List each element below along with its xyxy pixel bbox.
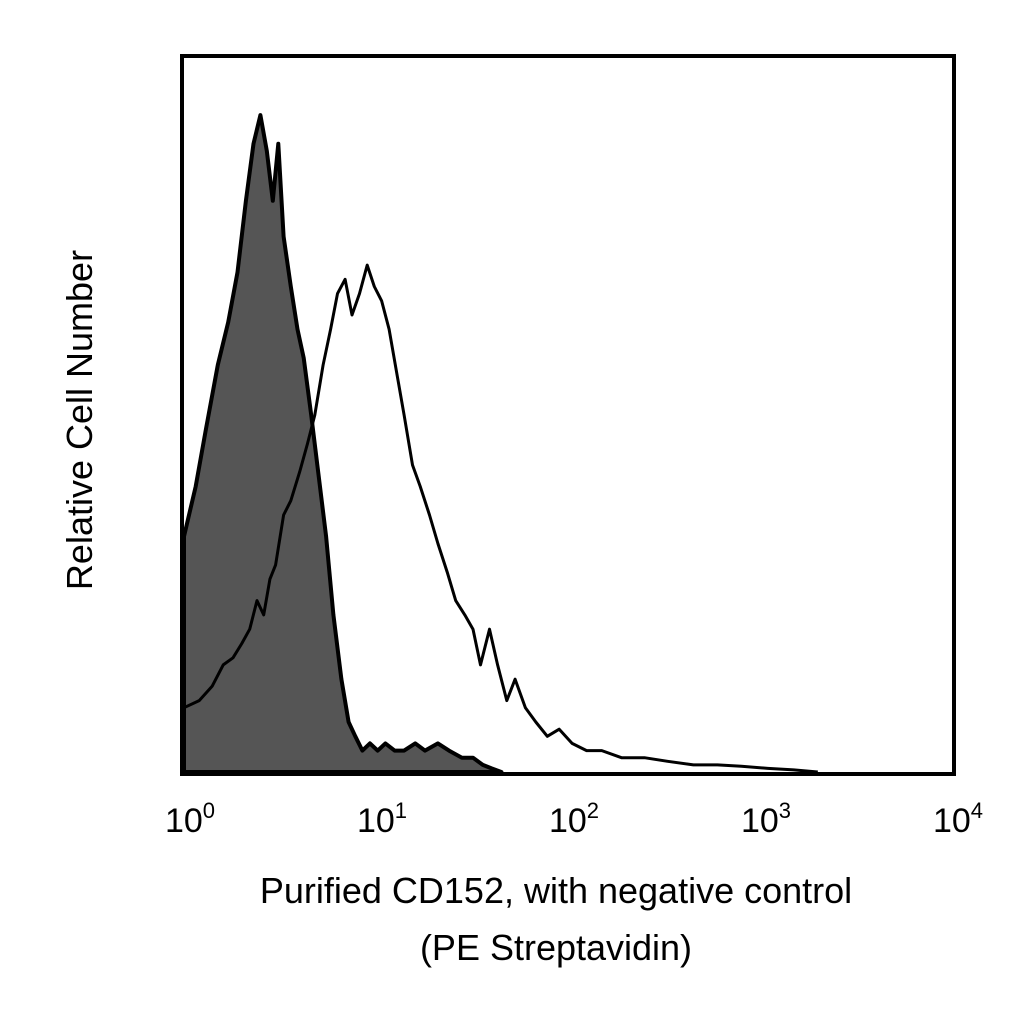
y-axis-title: Relative Cell Number <box>59 250 100 590</box>
plot-frame <box>180 54 956 776</box>
x-tick-label-0: 100 <box>165 798 215 840</box>
series-negative-control <box>182 113 504 774</box>
series-purified-cd152 <box>183 263 818 774</box>
x-tick-label-3: 103 <box>741 798 791 840</box>
x-tick-labels: 100 101 102 103 104 <box>165 798 983 840</box>
x-tick-label-2: 102 <box>549 798 599 840</box>
x-tick-label-4: 104 <box>933 798 983 840</box>
x-tick-label-1: 101 <box>357 798 407 840</box>
x-axis-title: Purified CD152, with negative control <box>260 870 852 911</box>
series-layer <box>182 113 818 774</box>
x-axis-subtitle: (PE Streptavidin) <box>420 927 692 968</box>
